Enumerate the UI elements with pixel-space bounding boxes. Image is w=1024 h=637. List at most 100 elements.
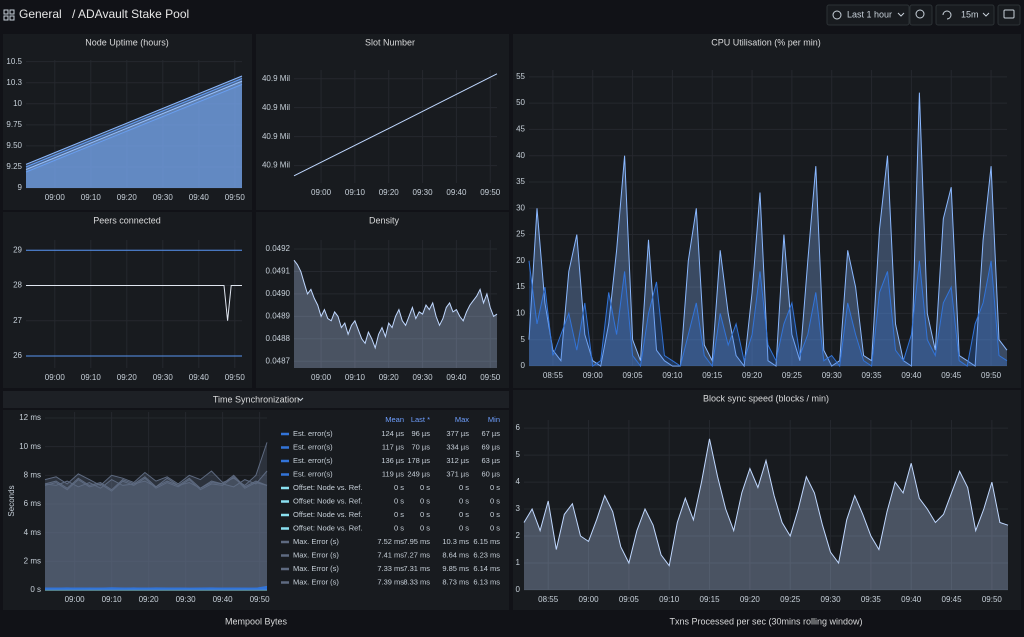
y-tick-label: 6 <box>516 423 521 432</box>
legend-column-header: Last * <box>411 415 430 424</box>
legend-value: 6.14 ms <box>473 564 500 573</box>
refresh-picker[interactable] <box>935 4 995 26</box>
area <box>294 260 497 368</box>
y-tick-label: 35 <box>516 177 525 186</box>
grid-icon[interactable] <box>3 9 15 21</box>
legend-label: Est. error(s) <box>293 442 333 451</box>
x-tick-label: 09:30 <box>821 595 842 604</box>
y-tick-label: 2 <box>516 531 521 540</box>
area <box>26 76 242 188</box>
x-tick-label: 09:00 <box>65 595 86 604</box>
x-tick-label: 09:05 <box>623 371 644 380</box>
legend-value: 0 s <box>459 483 469 492</box>
panel-title: Density <box>369 215 400 225</box>
y-tick-label: 29 <box>13 245 22 254</box>
legend-value: 0 s <box>490 496 500 505</box>
legend-value: 6.13 ms <box>473 577 500 586</box>
y-tick-label: 27 <box>13 316 22 325</box>
area <box>26 84 242 188</box>
y-tick-label: 40 <box>516 151 525 160</box>
legend-label: Est. error(s) <box>293 469 333 478</box>
x-tick-label: 09:45 <box>942 595 963 604</box>
breadcrumb-section[interactable]: General <box>19 7 62 21</box>
legend-value: 0 s <box>490 510 500 519</box>
legend-value: 7.39 ms <box>377 577 404 586</box>
legend-value: 0 s <box>394 496 404 505</box>
x-tick-label: 09:30 <box>176 595 197 604</box>
legend-value: 60 µs <box>482 469 501 478</box>
legend-column-header: Mean <box>385 415 404 424</box>
time-picker[interactable] <box>826 4 910 26</box>
row-title[interactable]: Time Synchronization <box>213 394 299 404</box>
row-header[interactable] <box>3 391 509 408</box>
time-range[interactable]: Last 1 hour <box>847 9 892 19</box>
legend-value: 249 µs <box>407 469 430 478</box>
legend-column-header: Max <box>455 415 469 424</box>
x-tick-label: 09:00 <box>45 373 66 382</box>
y-tick-label: 40.9 Mil <box>262 132 290 141</box>
y-tick-label: 10.3 <box>6 78 22 87</box>
legend-value: 0 s <box>459 523 469 532</box>
line <box>25 78 243 168</box>
y-tick-label: 10 <box>516 309 525 318</box>
y-tick-label: 20 <box>516 256 525 265</box>
x-tick-label: 09:00 <box>579 595 600 604</box>
x-tick-label: 09:50 <box>480 188 501 197</box>
x-tick-label: 09:20 <box>117 373 138 382</box>
y-tick-label: 0.0487 <box>266 356 291 365</box>
tv-mode-button[interactable] <box>997 4 1021 26</box>
legend-value: 124 µs <box>381 429 404 438</box>
x-tick-label: 09:30 <box>153 193 174 202</box>
legend-value: 8.33 ms <box>403 577 430 586</box>
panel-title: Mempool Bytes <box>225 616 288 626</box>
line <box>25 83 243 173</box>
x-tick-label: 09:50 <box>480 373 501 382</box>
x-tick-label: 08:55 <box>538 595 559 604</box>
legend-value: 0 s <box>420 523 430 532</box>
area <box>529 260 1007 366</box>
panel-title: Block sync speed (blocks / min) <box>703 393 829 403</box>
panel-title: CPU Utilisation (% per min) <box>711 37 821 47</box>
y-tick-label: 4 ms <box>24 528 41 537</box>
x-tick-label: 09:05 <box>619 595 640 604</box>
y-tick-label: 30 <box>516 203 525 212</box>
y-tick-label: 15 <box>516 282 525 291</box>
dashboard-title: / ADAvault Stake Pool <box>72 7 189 21</box>
line <box>25 75 243 165</box>
legend-value: 10.3 ms <box>442 537 469 546</box>
area <box>45 471 267 590</box>
x-tick-label: 09:10 <box>662 371 683 380</box>
y-tick-label: 9.50 <box>6 141 22 150</box>
y-tick-label: 40.9 Mil <box>262 161 290 170</box>
refresh-interval[interactable]: 15m <box>961 9 979 19</box>
x-tick-label: 09:00 <box>311 188 332 197</box>
legend-value: 178 µs <box>407 456 430 465</box>
legend-value: 63 µs <box>482 456 501 465</box>
legend-value: 136 µs <box>381 456 404 465</box>
legend-value: 0 s <box>490 523 500 532</box>
x-tick-label: 09:45 <box>941 371 962 380</box>
zoom-out-button[interactable] <box>909 4 933 26</box>
x-tick-label: 09:10 <box>102 595 123 604</box>
line <box>293 73 498 177</box>
legend-value: 0 s <box>459 496 469 505</box>
legend-label: Max. Error (s) <box>293 564 339 573</box>
legend-value: 7.52 ms <box>377 537 404 546</box>
y-tick-label: 0.0491 <box>266 267 291 276</box>
line <box>44 474 268 491</box>
line <box>25 80 243 170</box>
x-tick-label: 09:50 <box>225 193 246 202</box>
y-tick-label: 5 <box>521 335 526 344</box>
x-tick-label: 09:15 <box>702 371 723 380</box>
legend-value: 7.95 ms <box>403 537 430 546</box>
panel-title: Node Uptime (hours) <box>85 37 169 47</box>
line <box>26 285 242 321</box>
legend-label: Offset: Node vs. Ref. <box>293 496 362 505</box>
refresh-icon <box>942 10 952 20</box>
legend-value: 0 s <box>394 483 404 492</box>
area <box>45 442 267 590</box>
row-chevron <box>297 397 304 402</box>
y-tick-label: 9 <box>18 183 23 192</box>
y-tick-label: 9.25 <box>6 162 22 171</box>
legend-value: 8.64 ms <box>442 550 469 559</box>
